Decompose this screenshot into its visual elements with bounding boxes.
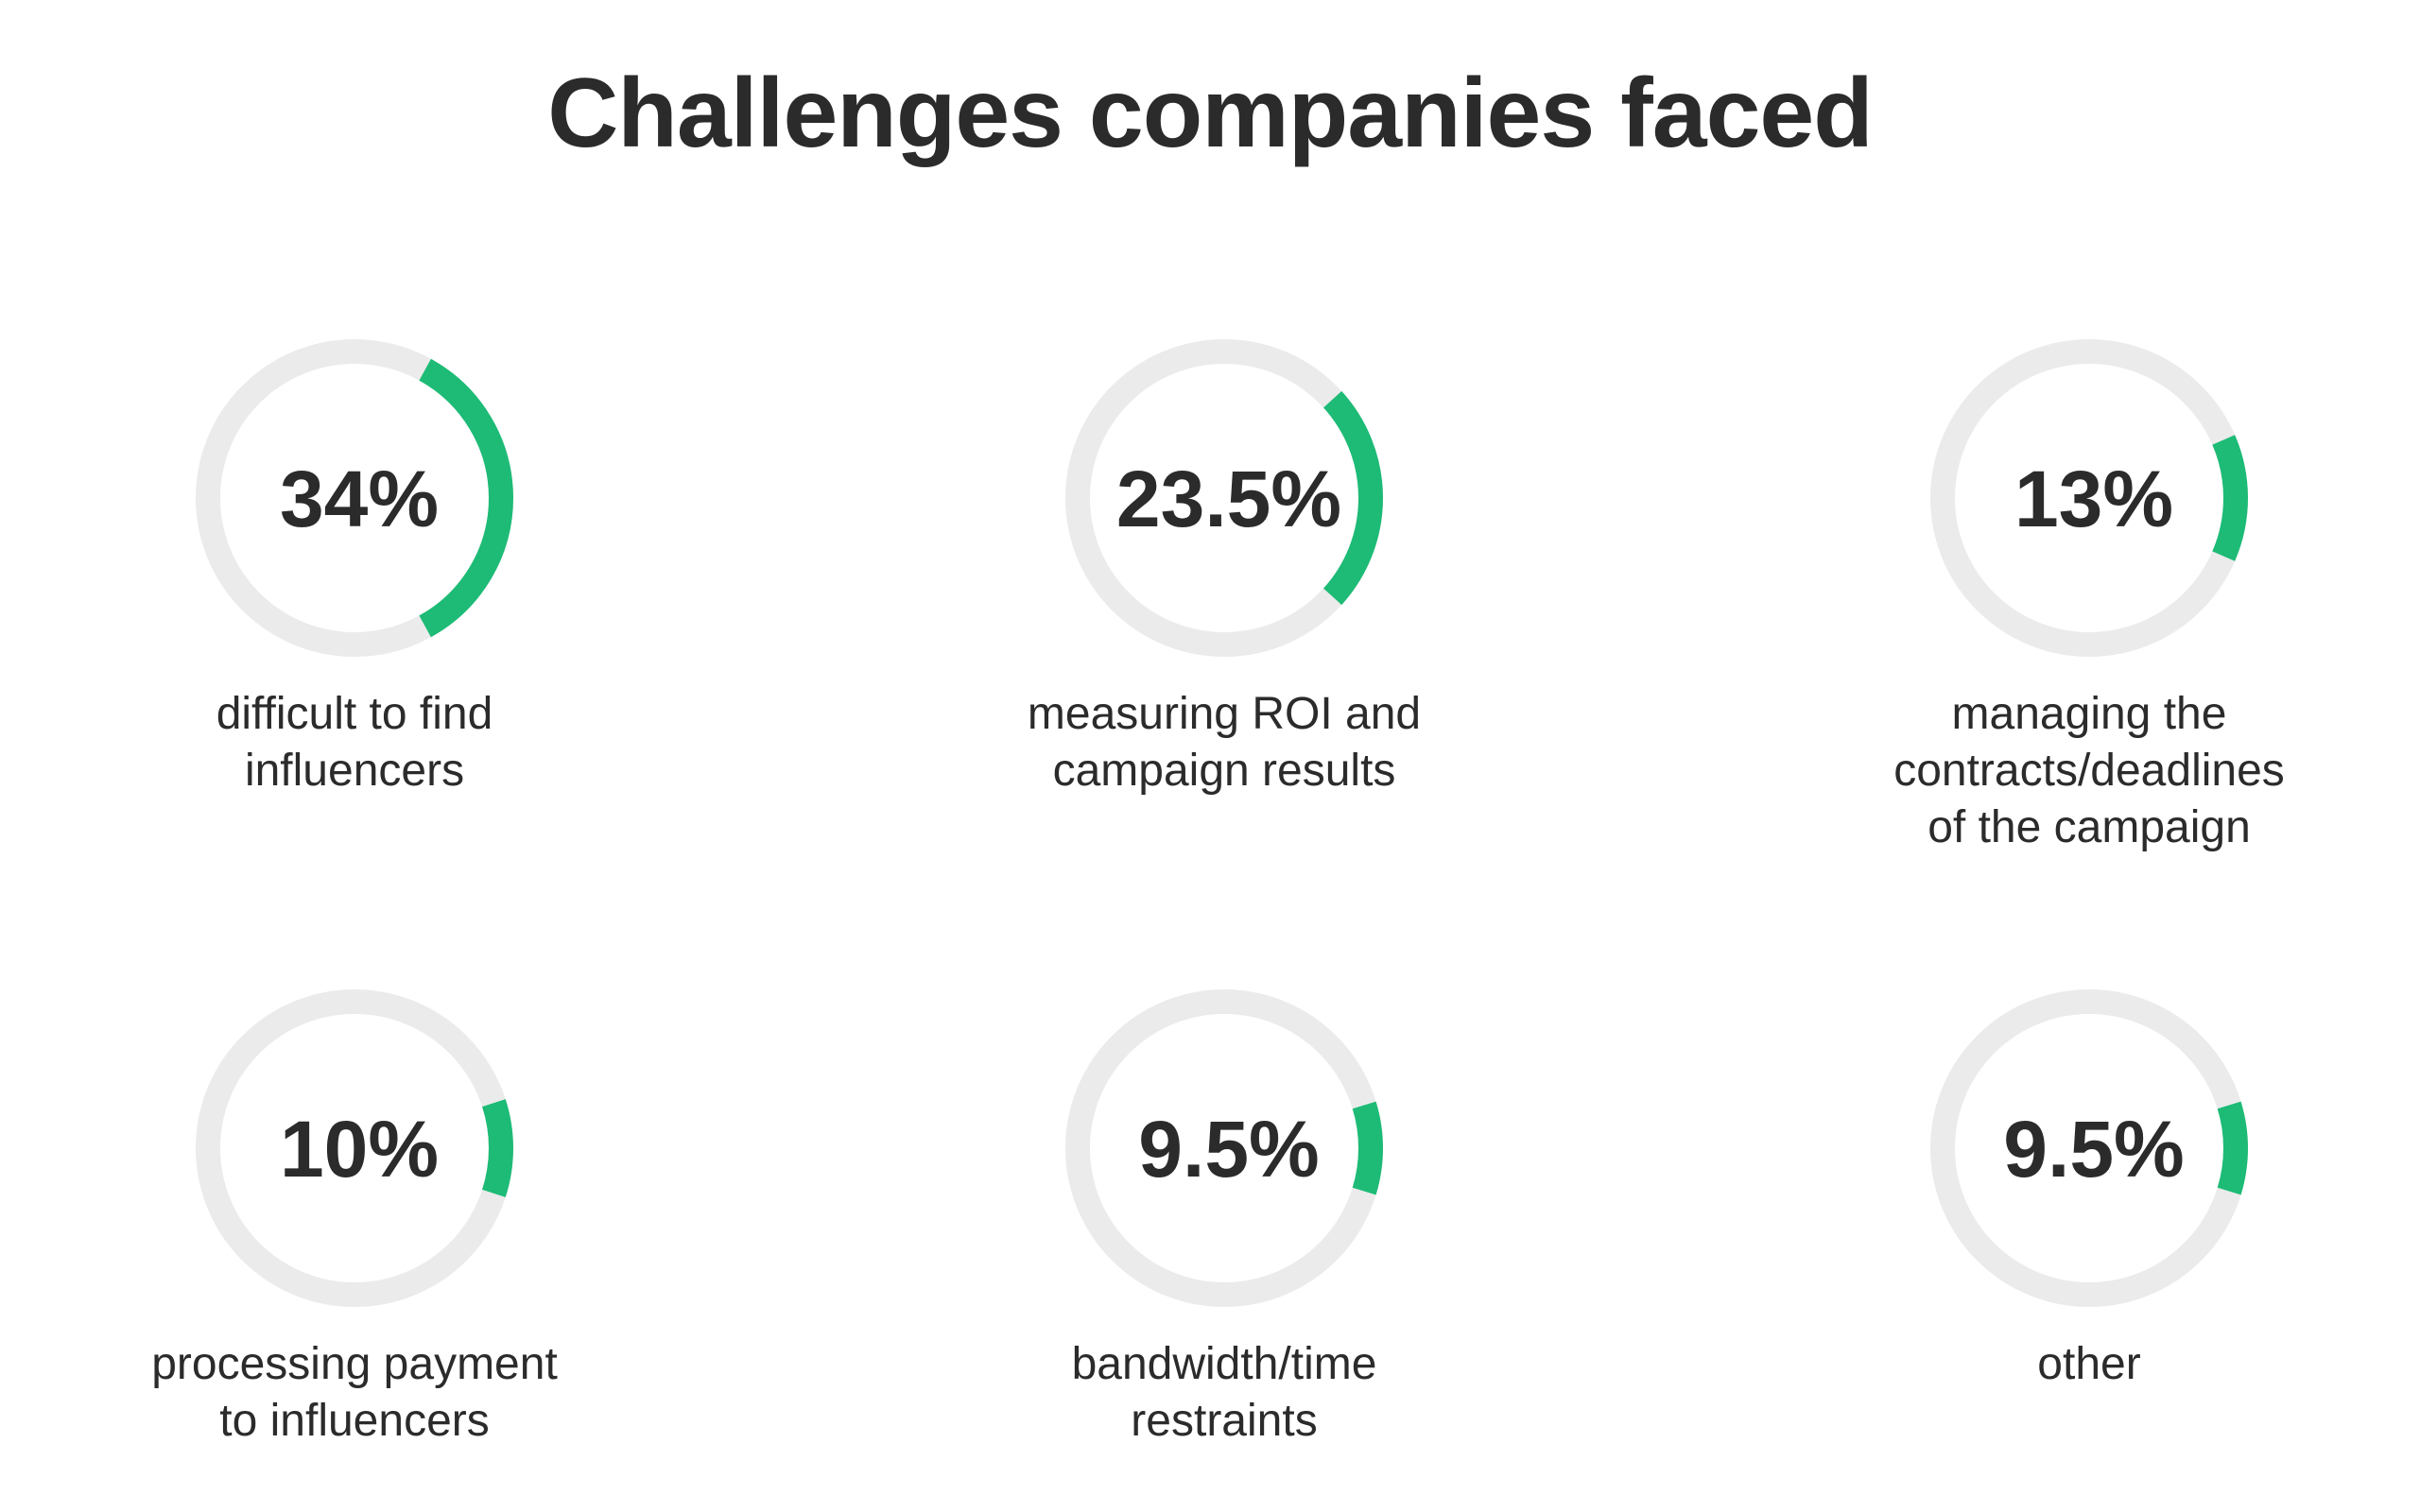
- category-label-line: contracts/deadlines: [1893, 746, 2285, 796]
- category-label-line: measuring ROI and: [1027, 689, 1422, 739]
- category-label-line: other: [2037, 1339, 2141, 1389]
- category-label: difficult to find influencers: [90, 686, 619, 799]
- progress-ring-4: 10%: [196, 989, 513, 1307]
- category-label-line: difficult to find: [216, 689, 493, 739]
- ring-value-arc: [481, 1099, 513, 1197]
- percent-label: 9.5%: [1138, 1105, 1319, 1194]
- progress-ring-6: 9.5%: [1930, 989, 2248, 1307]
- chart-title: Challenges companies faced: [547, 59, 1874, 168]
- category-label: managing the contracts/deadlines of the ca…: [1824, 686, 2354, 856]
- percent-label: 23.5%: [1116, 455, 1341, 543]
- ring-value-arc: [2212, 435, 2248, 561]
- ring-value-arc: [1322, 390, 1383, 606]
- ring-value-arc: [2217, 1101, 2248, 1195]
- category-label: bandwidth/time restraints: [959, 1336, 1489, 1450]
- percent-label: 13%: [2014, 455, 2173, 543]
- ring-value-arc: [1352, 1101, 1383, 1195]
- category-label-line: of the campaign: [1927, 802, 2251, 852]
- category-label-line: bandwidth/time: [1071, 1339, 1377, 1389]
- category-label: other: [1824, 1336, 2354, 1393]
- percent-label: 10%: [280, 1105, 439, 1194]
- progress-ring-2: 23.5%: [1065, 339, 1383, 657]
- category-label-line: processing payment: [151, 1339, 558, 1389]
- percent-label: 9.5%: [2003, 1105, 2184, 1194]
- progress-ring-3: 13%: [1930, 339, 2248, 657]
- category-label: processing payment to influencers: [90, 1336, 619, 1450]
- category-label-line: managing the: [1951, 689, 2227, 739]
- ring-value-arc: [419, 358, 513, 638]
- category-label-line: influencers: [244, 746, 465, 796]
- progress-ring-5: 9.5%: [1065, 989, 1383, 1307]
- percent-label: 34%: [280, 455, 439, 543]
- category-label: measuring ROI and campaign results: [959, 686, 1489, 799]
- category-label-line: campaign results: [1052, 746, 1396, 796]
- progress-ring-1: 34%: [196, 339, 513, 657]
- category-label-line: to influencers: [219, 1396, 490, 1446]
- category-label-line: restraints: [1131, 1396, 1318, 1446]
